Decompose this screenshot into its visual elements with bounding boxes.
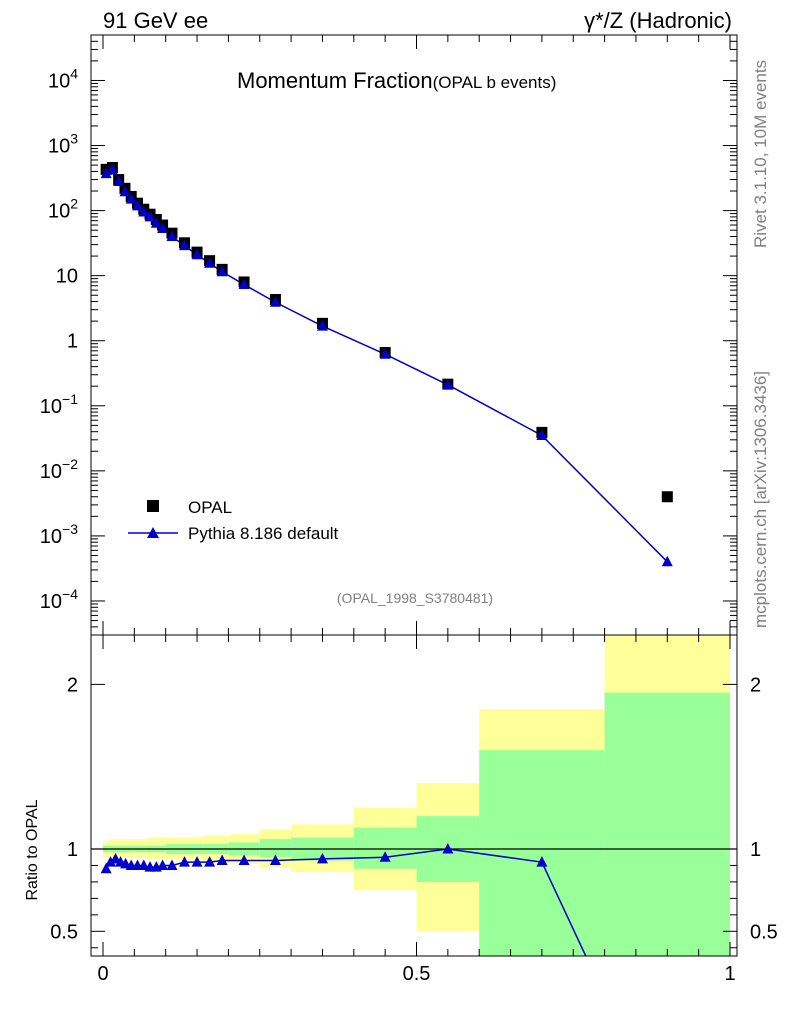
mc-point — [113, 175, 125, 187]
opal-point — [661, 491, 673, 503]
mc-point — [442, 378, 454, 390]
ratio-y-tick-label: 1 — [67, 839, 78, 861]
x-tick-label: 0 — [97, 963, 108, 985]
mc-point — [131, 199, 143, 211]
main-y-tick-label: 10−1 — [40, 391, 78, 418]
mc-point — [150, 217, 162, 228]
mc-point — [179, 239, 191, 251]
ratio-mc-point — [216, 854, 228, 866]
ratio-mc-point — [100, 862, 112, 874]
ratio-mc-point — [442, 843, 454, 854]
main-y-tick-label: 103 — [48, 131, 78, 158]
ratio-panel: 2 2 1 1 0.5 0.5 0 0.5 1 — [50, 634, 778, 985]
plot-title-main: Momentum Fraction — [237, 68, 433, 93]
header-right-label: γ*/Z (Hadronic) — [584, 8, 732, 33]
main-y-tick-label: 1 — [67, 331, 78, 353]
mc-point — [106, 164, 118, 175]
ratio-mc-point — [191, 856, 203, 867]
mc-point — [269, 296, 281, 307]
main-y-tick-label: 102 — [48, 196, 78, 223]
ratio-mc-point — [105, 856, 117, 867]
plot-title-sub: (OPAL b events) — [433, 73, 557, 92]
ratio-mc-point — [166, 859, 178, 870]
ratio-mc-point — [204, 856, 216, 867]
ratio-y-tick-label: 0.5 — [50, 921, 78, 943]
side-text-bottom: mcplots.cern.ch [arXiv:1306.3436] — [751, 371, 770, 628]
mc-point — [138, 206, 150, 217]
uncertainty-band-inner — [604, 692, 730, 956]
analysis-id: (OPAL_1998_S3780481) — [337, 590, 493, 606]
ratio-mc-point — [179, 856, 191, 867]
mc-point — [100, 167, 112, 179]
ratio-mc-point — [536, 856, 548, 867]
ratio-mc-point — [157, 859, 169, 870]
ratio-y-tick-label-right: 0.5 — [750, 921, 778, 943]
x-tick-label: 1 — [724, 963, 735, 985]
ratio-mc-point — [269, 854, 281, 866]
header-left-label: 91 GeV ee — [103, 8, 208, 33]
mc-point — [119, 185, 131, 197]
ratio-frame — [90, 634, 738, 957]
ratio-y-tick-label: 2 — [67, 674, 78, 696]
ratio-mc-point — [379, 851, 391, 862]
main-y-tick-label: 10−4 — [40, 586, 78, 613]
ratio-mc-point — [238, 854, 250, 866]
legend: OPAL Pythia 8.186 default — [128, 498, 339, 543]
mc-point — [157, 222, 169, 234]
legend-mc-label: Pythia 8.186 default — [188, 524, 339, 543]
mc-point — [216, 265, 228, 277]
mc-point — [191, 248, 203, 260]
ratio-ylabel: Ratio to OPAL — [24, 799, 41, 900]
mc-point — [125, 193, 137, 204]
mc-point — [238, 278, 250, 290]
main-frame — [90, 34, 738, 636]
mc-point — [144, 210, 156, 222]
main-y-tick-label: 10 — [56, 266, 78, 288]
ratio-y-tick-label-right: 1 — [750, 839, 761, 861]
ratio-y-tick-label-right: 2 — [750, 674, 761, 696]
legend-data-label: OPAL — [188, 498, 232, 517]
main-y-tick-label: 10−2 — [40, 456, 78, 483]
mc-point — [166, 230, 178, 241]
main-y-tick-label: 10−3 — [40, 521, 78, 548]
ratio-mc-point — [138, 859, 150, 870]
mc-point — [379, 348, 391, 359]
mc-point — [204, 257, 216, 268]
ratio-mc-point — [316, 852, 328, 864]
legend-data-marker — [147, 500, 159, 512]
x-tick-label: 0.5 — [403, 963, 431, 985]
plot-title: Momentum Fraction(OPAL b events) — [237, 68, 556, 93]
legend-mc-marker — [147, 527, 159, 538]
mc-point — [536, 429, 548, 440]
mc-point — [316, 320, 328, 331]
side-text-top: Rivet 3.1.10, 10M events — [751, 60, 770, 248]
uncertainty-band-inner — [259, 839, 292, 858]
main-y-tick-label: 104 — [48, 65, 78, 92]
uncertainty-band-inner — [353, 827, 417, 869]
uncertainty-band-inner — [479, 750, 605, 956]
mc-point — [661, 555, 673, 567]
